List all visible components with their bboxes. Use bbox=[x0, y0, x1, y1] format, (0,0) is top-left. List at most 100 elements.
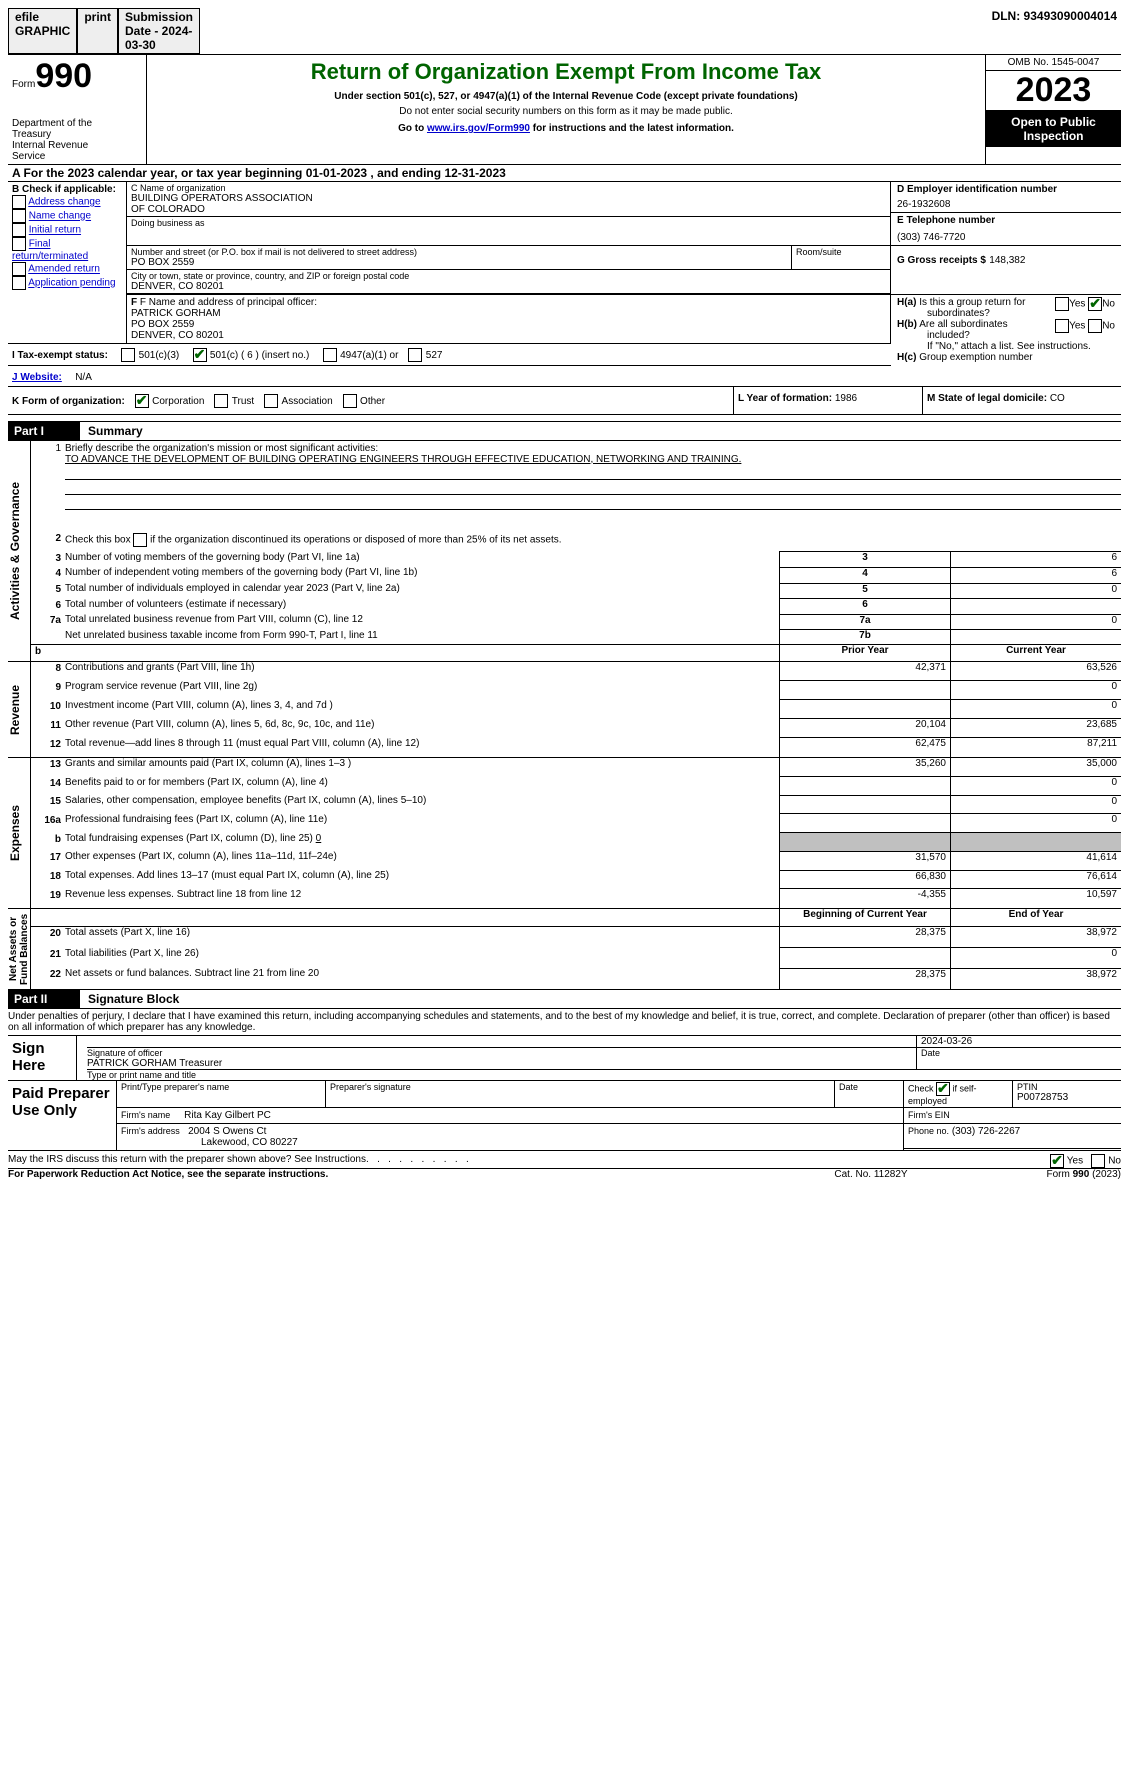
street: PO BOX 2559 bbox=[131, 257, 787, 268]
form-subtitle: Under section 501(c), 527, or 4947(a)(1)… bbox=[155, 91, 977, 102]
cb-4947[interactable] bbox=[323, 348, 337, 362]
dba-label: Doing business as bbox=[131, 218, 886, 228]
l-label: L Year of formation: bbox=[738, 393, 832, 404]
cb-app-pending[interactable] bbox=[12, 276, 26, 290]
page-footer: For Paperwork Reduction Act Notice, see … bbox=[8, 1169, 1121, 1180]
paid-preparer: Paid Preparer Use Only bbox=[8, 1081, 117, 1151]
identity-block: B Check if applicable: Address change Na… bbox=[8, 182, 1121, 387]
line1-label: Briefly describe the organization's miss… bbox=[65, 443, 378, 454]
cb-final-return[interactable] bbox=[12, 237, 26, 251]
topbar: efile GRAPHIC print Submission Date - 20… bbox=[8, 8, 1121, 54]
cb-hb-yes[interactable] bbox=[1055, 319, 1069, 333]
firm-name-label: Firm's name bbox=[121, 1110, 170, 1120]
e-label: E Telephone number bbox=[897, 215, 1115, 226]
cb-ha-no[interactable] bbox=[1088, 297, 1102, 311]
city: DENVER, CO 80201 bbox=[131, 281, 886, 292]
firm-name: Rita Kay Gilbert PC bbox=[184, 1110, 271, 1121]
klm-row: K Form of organization: Corporation Trus… bbox=[8, 387, 1121, 415]
part2-header: Part IISignature Block bbox=[8, 990, 1121, 1009]
col-end: End of Year bbox=[951, 908, 1122, 927]
part1-header: Part ISummary bbox=[8, 421, 1121, 441]
gov-row-5: 5 Total number of individuals employed i… bbox=[8, 583, 1121, 599]
ein: 26-1932608 bbox=[897, 199, 1115, 210]
cb-self-employed[interactable] bbox=[936, 1082, 950, 1096]
prep-phone: (303) 726-2267 bbox=[952, 1126, 1020, 1137]
goto-suffix: for instructions and the latest informat… bbox=[533, 123, 734, 134]
dept-line-2: Internal Revenue bbox=[12, 140, 142, 151]
pra: For Paperwork Reduction Act Notice, see … bbox=[8, 1169, 771, 1180]
goto-link[interactable]: www.irs.gov/Form990 bbox=[427, 123, 530, 134]
goto-prefix: Go to bbox=[398, 123, 427, 134]
sign-date: 2024-03-26 bbox=[917, 1036, 1122, 1048]
preparer-block: Paid Preparer Use Only Print/Type prepar… bbox=[8, 1081, 1121, 1151]
dept-line-0: Department of the bbox=[12, 118, 142, 129]
cb-name-change[interactable] bbox=[12, 209, 26, 223]
ptin-label: PTIN bbox=[1017, 1082, 1117, 1092]
cb-ha-yes[interactable] bbox=[1055, 297, 1069, 311]
cb-initial-return[interactable] bbox=[12, 223, 26, 237]
firm-addr-label: Firm's address bbox=[121, 1126, 180, 1136]
d-label: D Employer identification number bbox=[897, 184, 1115, 195]
cat-no: Cat. No. 11282Y bbox=[771, 1169, 971, 1180]
cb-501c[interactable] bbox=[193, 348, 207, 362]
b-header: B Check if applicable: bbox=[12, 184, 122, 195]
cb-assoc[interactable] bbox=[264, 394, 278, 408]
submission-date: Submission Date - 2024-03-30 bbox=[119, 9, 200, 54]
dln: DLN: 93493090004014 bbox=[200, 9, 1121, 54]
officer-street: PO BOX 2559 bbox=[131, 319, 886, 330]
col-beg: Beginning of Current Year bbox=[780, 908, 951, 927]
perjury: Under penalties of perjury, I declare th… bbox=[8, 1009, 1121, 1036]
ptin: P00728753 bbox=[1017, 1092, 1117, 1103]
officer-city: DENVER, CO 80201 bbox=[131, 330, 886, 341]
sidebar-gov: Activities & Governance bbox=[8, 441, 22, 661]
section-a: A For the 2023 calendar year, or tax yea… bbox=[8, 165, 1121, 182]
prep-date-label: Date bbox=[835, 1081, 904, 1108]
officer-sig-name: PATRICK GORHAM Treasurer bbox=[87, 1058, 916, 1069]
i-label: I Tax-exempt status: bbox=[12, 350, 108, 361]
cb-discuss-no[interactable] bbox=[1091, 1154, 1105, 1168]
mission: TO ADVANCE THE DEVELOPMENT OF BUILDING O… bbox=[65, 454, 741, 465]
phone-label: Phone no. bbox=[908, 1126, 949, 1136]
f-label: F F Name and address of principal office… bbox=[131, 297, 886, 308]
open-public-2: Inspection bbox=[986, 129, 1121, 143]
street-label: Number and street (or P.O. box if mail i… bbox=[131, 247, 787, 257]
cb-discontinued[interactable] bbox=[133, 533, 147, 547]
efile-btn[interactable]: efile GRAPHIC bbox=[9, 9, 77, 54]
cb-hb-no[interactable] bbox=[1088, 319, 1102, 333]
firm-ein-label: Firm's EIN bbox=[904, 1107, 1122, 1123]
gov-row-7a: 7a Total unrelated business revenue from… bbox=[8, 614, 1121, 630]
cb-corp[interactable] bbox=[135, 394, 149, 408]
sidebar-exp: Expenses bbox=[8, 758, 22, 908]
col-prior: Prior Year bbox=[780, 644, 951, 661]
website: N/A bbox=[75, 372, 92, 383]
cb-other[interactable] bbox=[343, 394, 357, 408]
sig-officer-label: Signature of officer bbox=[87, 1048, 916, 1058]
form-header: Form990 Department of the Treasury Inter… bbox=[8, 54, 1121, 165]
firm-addr-1: 2004 S Owens Ct bbox=[188, 1126, 266, 1137]
firm-addr-2: Lakewood, CO 80227 bbox=[121, 1137, 298, 1148]
part1-table: Activities & Governance 1 Briefly descri… bbox=[8, 441, 1121, 990]
cb-discuss-yes[interactable] bbox=[1050, 1154, 1064, 1168]
cb-address-change[interactable] bbox=[12, 195, 26, 209]
no-list: If "No," attach a list. See instructions… bbox=[897, 341, 1115, 352]
print-btn[interactable]: print bbox=[78, 9, 118, 54]
gov-row-4: 4 Number of independent voting members o… bbox=[8, 567, 1121, 583]
cb-501c3[interactable] bbox=[121, 348, 135, 362]
ssn-warning: Do not enter social security numbers on … bbox=[155, 106, 977, 117]
form-title: Return of Organization Exempt From Incom… bbox=[155, 59, 977, 85]
c-name-label: C Name of organization bbox=[131, 183, 886, 193]
sidebar-net: Net Assets or Fund Balances bbox=[8, 909, 30, 989]
j-label: J Website: bbox=[12, 372, 62, 383]
k-label: K Form of organization: bbox=[12, 396, 125, 407]
cb-trust[interactable] bbox=[214, 394, 228, 408]
omb: OMB No. 1545-0047 bbox=[986, 55, 1121, 71]
m-label: M State of legal domicile: bbox=[927, 393, 1047, 404]
gross-receipts: 148,382 bbox=[989, 255, 1025, 266]
cb-amended[interactable] bbox=[12, 262, 26, 276]
gov-row-3: 3 Number of voting members of the govern… bbox=[8, 552, 1121, 568]
cb-527[interactable] bbox=[408, 348, 422, 362]
officer-name: PATRICK GORHAM bbox=[131, 308, 886, 319]
domicile: CO bbox=[1050, 393, 1065, 404]
prep-sig-label: Preparer's signature bbox=[326, 1081, 835, 1108]
open-public-1: Open to Public bbox=[986, 115, 1121, 129]
